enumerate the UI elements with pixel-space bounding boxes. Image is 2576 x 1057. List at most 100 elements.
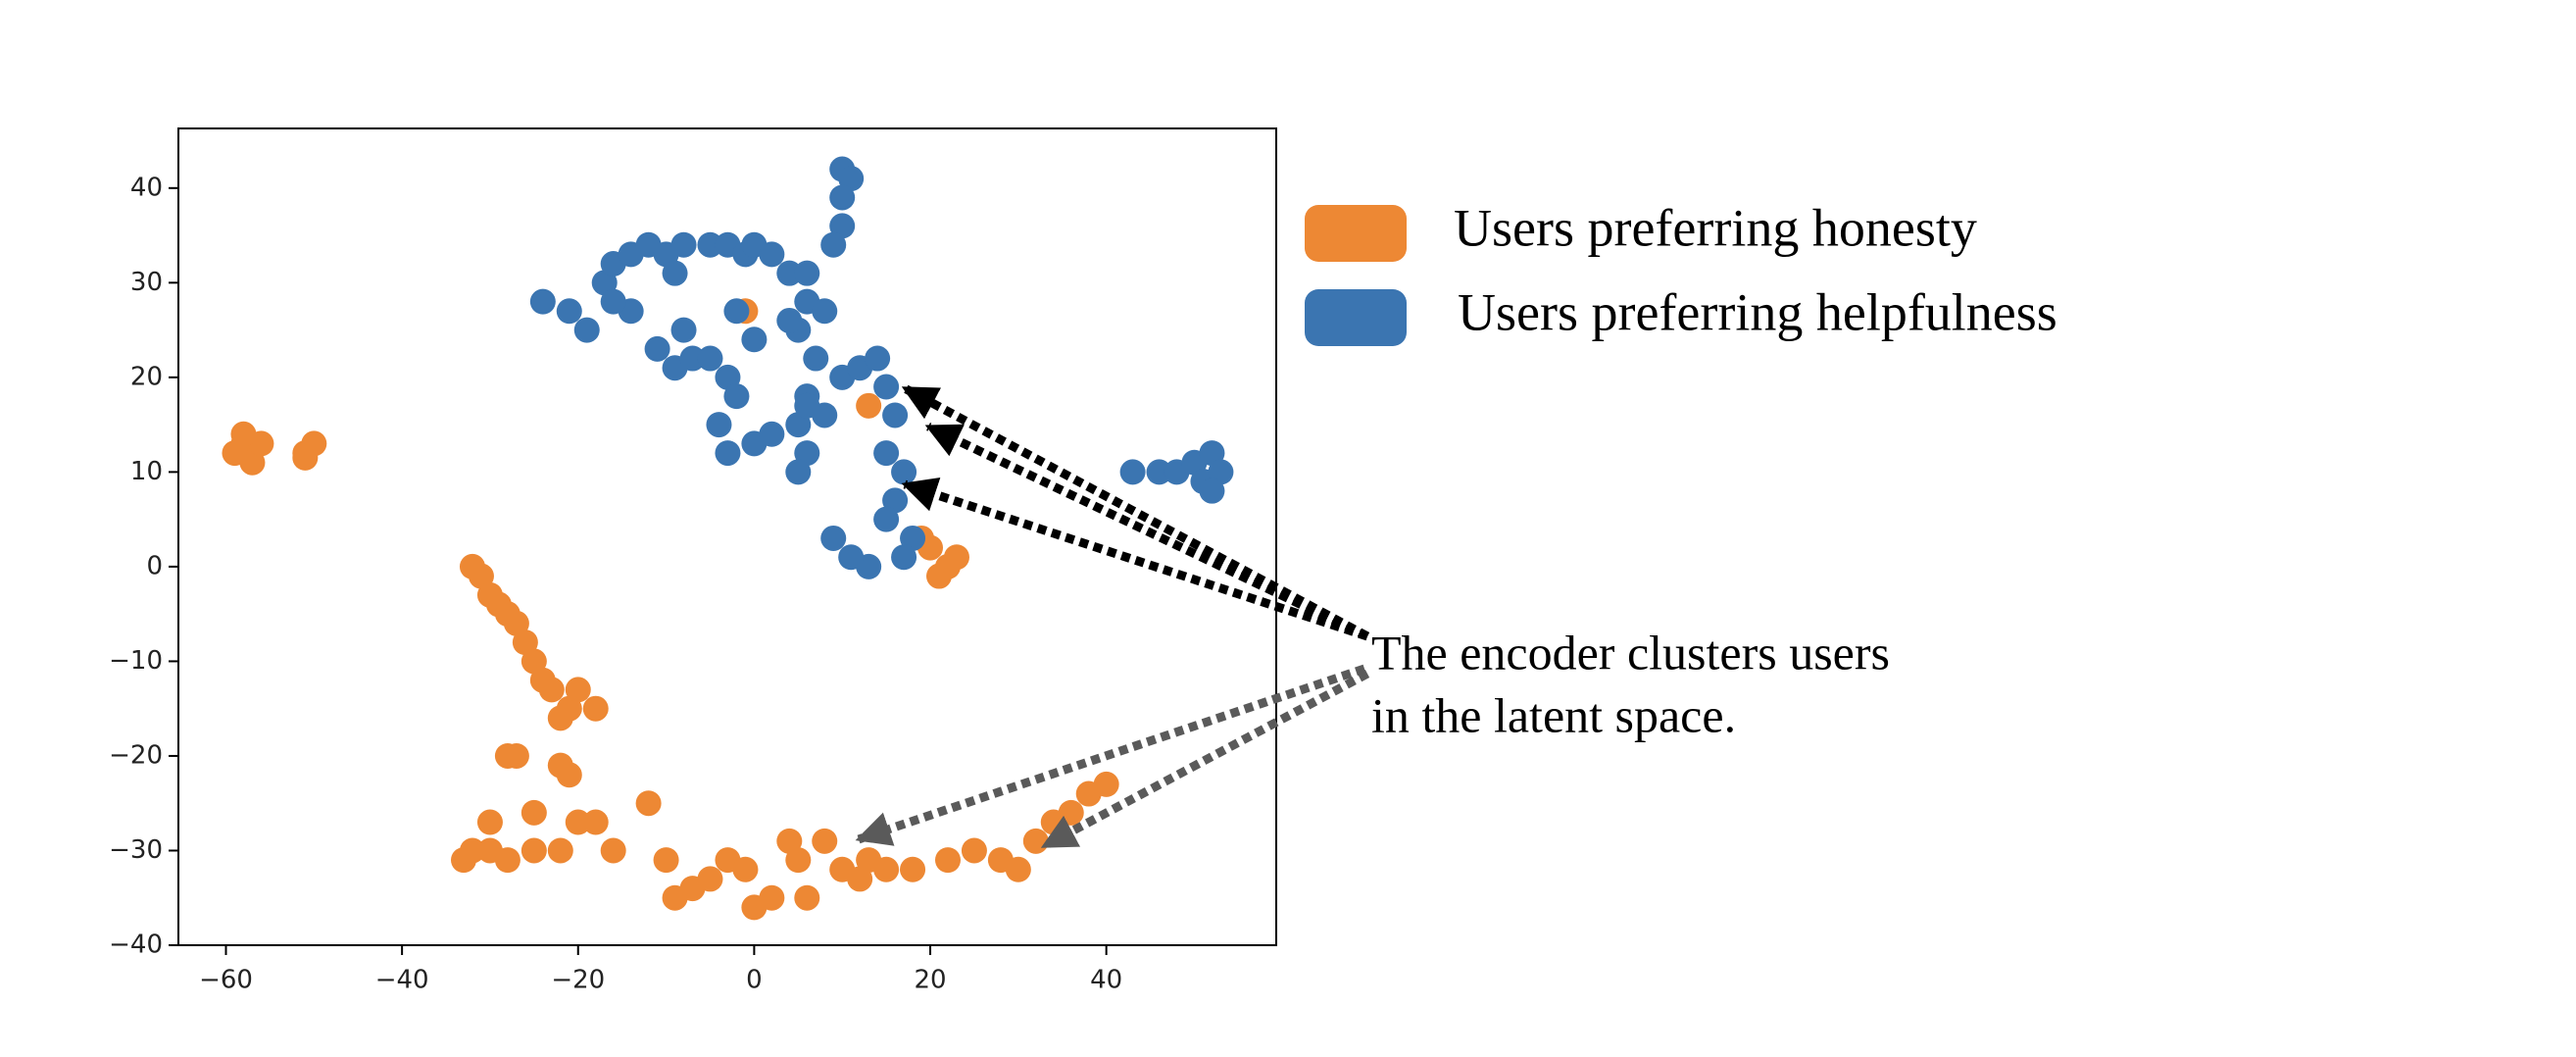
arrow <box>924 422 1369 641</box>
y-tick-label: 30 <box>130 268 163 297</box>
point <box>1146 459 1172 485</box>
legend-label: Users preferring helpfulness <box>1458 282 2057 341</box>
point <box>565 677 591 703</box>
point <box>529 288 556 315</box>
point <box>926 563 953 589</box>
y-tick-label: −20 <box>109 740 163 770</box>
point <box>1199 478 1225 504</box>
point <box>547 837 573 864</box>
point <box>873 856 900 882</box>
point <box>732 856 759 882</box>
y-tick-label: 10 <box>130 457 163 486</box>
y-tick-label: −10 <box>109 646 163 676</box>
point <box>838 166 865 192</box>
point <box>723 298 750 325</box>
point <box>741 327 768 353</box>
point <box>582 695 609 722</box>
point <box>697 231 723 258</box>
y-tick-label: 40 <box>130 173 163 202</box>
x-tick-label: −40 <box>375 966 429 995</box>
point <box>494 847 520 874</box>
point <box>794 440 820 467</box>
point <box>1022 828 1049 854</box>
point <box>520 799 547 826</box>
point <box>600 837 626 864</box>
point <box>759 241 785 268</box>
point <box>882 402 909 428</box>
point <box>873 506 900 532</box>
plot-frame <box>177 127 1277 946</box>
point <box>582 809 609 835</box>
point <box>785 847 812 874</box>
point <box>934 847 961 874</box>
x-tick-label: −20 <box>551 966 605 995</box>
point <box>759 884 785 911</box>
point <box>679 345 706 372</box>
x-tick-label: 40 <box>1090 966 1122 995</box>
point <box>538 677 565 703</box>
point <box>776 260 803 286</box>
point <box>961 837 987 864</box>
point <box>697 866 723 892</box>
point <box>222 440 248 467</box>
point <box>794 884 820 911</box>
point <box>476 809 503 835</box>
plot-area <box>222 156 1234 921</box>
point <box>600 288 626 315</box>
point <box>829 213 856 239</box>
x-tick-label: −60 <box>199 966 253 995</box>
point <box>723 383 750 410</box>
point <box>556 298 582 325</box>
point <box>1208 459 1234 485</box>
point <box>820 231 847 258</box>
point <box>635 790 662 817</box>
point <box>653 847 679 874</box>
point <box>1005 856 1031 882</box>
point <box>900 856 926 882</box>
legend-label: Users preferring honesty <box>1454 198 1977 257</box>
point <box>520 648 547 675</box>
point <box>1199 440 1225 467</box>
point <box>468 563 494 589</box>
point <box>459 837 485 864</box>
arrow <box>1040 670 1370 850</box>
point <box>873 440 900 467</box>
point <box>697 345 723 372</box>
point <box>891 544 917 571</box>
point <box>670 317 697 343</box>
point <box>820 525 847 551</box>
point <box>900 525 926 551</box>
point <box>838 544 865 571</box>
point <box>520 837 547 864</box>
point <box>856 392 882 419</box>
legend-swatch <box>1305 289 1407 346</box>
point <box>891 459 917 485</box>
point <box>785 412 812 438</box>
point <box>847 866 873 892</box>
point <box>715 440 741 467</box>
y-tick-label: −30 <box>109 835 163 865</box>
y-tick-label: −40 <box>109 931 163 960</box>
point <box>1058 799 1084 826</box>
y-tick-label: 20 <box>130 362 163 391</box>
arrow <box>855 664 1366 846</box>
y-tick-label: 0 <box>146 551 163 580</box>
point <box>794 260 820 286</box>
x-tick-label: 0 <box>746 966 763 995</box>
point <box>565 809 591 835</box>
point <box>556 762 582 788</box>
point <box>865 345 891 372</box>
arrows <box>855 384 1370 850</box>
point <box>785 459 812 485</box>
point <box>662 260 688 286</box>
annotation: The encoder clusters users <box>1371 625 1890 680</box>
point <box>943 544 969 571</box>
point <box>503 610 529 636</box>
point <box>812 298 838 325</box>
point <box>1119 459 1146 485</box>
point <box>512 629 538 656</box>
point <box>794 392 820 419</box>
point <box>591 270 618 296</box>
